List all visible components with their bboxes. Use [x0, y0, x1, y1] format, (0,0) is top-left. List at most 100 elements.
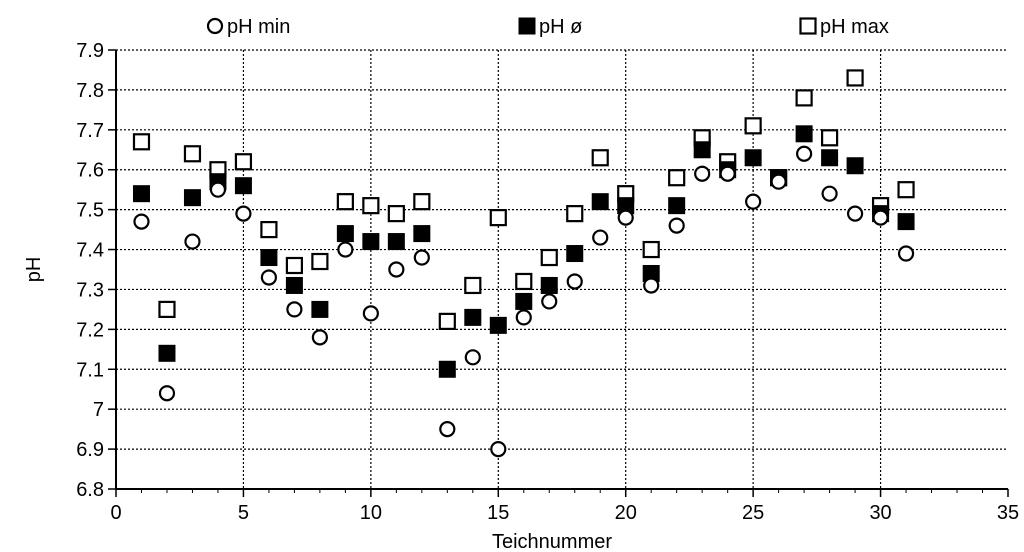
ph-mean-point [668, 197, 686, 215]
legend: pH min pH ø pH max [206, 16, 889, 38]
ph-min-point [694, 165, 711, 182]
y-tick-label: 7.3 [76, 279, 104, 301]
ph-mean-point [464, 308, 482, 326]
legend-marker-ph-max [799, 17, 817, 35]
data-marks [132, 69, 915, 458]
legend-item-ph-mean: pH ø [518, 16, 582, 38]
x-axis-title: Teichnummer [492, 531, 612, 552]
ph-min-point [821, 185, 838, 202]
ph-mean-point [234, 177, 252, 195]
ph-max-point [897, 181, 915, 199]
y-tick-label: 7.8 [76, 80, 104, 102]
legend-label-ph-min: pH min [227, 16, 290, 38]
x-tick-label: 5 [238, 502, 249, 524]
ph-mean-point [846, 157, 864, 175]
legend-marker-ph-mean [518, 17, 536, 35]
ph-mean-point [260, 249, 278, 267]
ph-min-point [566, 273, 583, 290]
y-tick-label: 7.5 [76, 200, 104, 222]
ph-max-point [413, 193, 431, 211]
ph-mean-point [362, 233, 380, 251]
ph-min-point [617, 209, 634, 226]
ph-max-point [260, 220, 278, 239]
ph-min-point [541, 293, 558, 310]
y-tick-label: 6.9 [76, 439, 104, 461]
ph-mean-point [183, 189, 201, 207]
ph-min-point [490, 440, 507, 458]
y-tick-label: 6.8 [76, 479, 104, 501]
ph-max-point [132, 133, 151, 151]
ph-max-point [464, 276, 482, 295]
ph-min-point [668, 217, 685, 234]
grid [116, 49, 1008, 489]
x-tick-label: 30 [869, 502, 891, 524]
ph-max-point [183, 145, 202, 163]
ph-mean-point [311, 300, 329, 318]
x-tick-label: 10 [360, 502, 382, 524]
ph-min-point [158, 385, 176, 402]
ph-min-point [846, 205, 864, 222]
ph-mean-point [821, 149, 839, 167]
y-tick-label: 7.7 [76, 120, 104, 142]
ph-max-point [668, 169, 686, 187]
legend-label-ph-mean: pH ø [539, 16, 582, 38]
ph-mean-point [897, 213, 915, 231]
ph-min-point [719, 165, 736, 182]
ph-min-point [337, 241, 354, 258]
y-tick-label: 7.9 [76, 40, 104, 62]
x-tick-label: 0 [110, 502, 121, 524]
legend-item-ph-min: pH min [206, 16, 290, 38]
ph-max-point [846, 69, 864, 87]
ph-mean-point [795, 125, 813, 143]
ph-min-point [235, 205, 252, 222]
ph-mean-point [158, 344, 176, 362]
ph-max-point [591, 149, 609, 167]
ph-mean-point [566, 245, 584, 263]
ph-mean-point [744, 149, 762, 167]
ph-max-point [234, 153, 253, 171]
y-tick-label: 7.2 [76, 319, 104, 341]
y-tick-label: 7.1 [76, 359, 104, 381]
y-tick-label: 7 [93, 399, 104, 421]
ph-mean-point [515, 292, 533, 310]
ph-min-point [439, 421, 456, 438]
ph-mean-point [132, 185, 150, 203]
ph-min-point [413, 249, 430, 266]
ph-max-point [387, 205, 405, 223]
ph-mean-point [540, 276, 558, 294]
ph-min-point [388, 261, 405, 278]
legend-item-ph-max: pH max [799, 16, 889, 38]
ph-min-point [745, 193, 762, 210]
ph-mean-point [336, 225, 354, 243]
ph-max-point [311, 252, 329, 271]
ph-max-point [438, 312, 456, 330]
ph-max-point [515, 272, 533, 291]
ph-max-point [566, 205, 584, 223]
ph-min-point [133, 213, 150, 230]
ph-max-point [489, 209, 507, 227]
ph-min-point [362, 305, 379, 322]
ph-max-point [642, 240, 660, 259]
ph-min-point [209, 181, 227, 198]
ph-min-point [796, 145, 813, 162]
y-tick-label: 7.6 [76, 160, 104, 182]
x-tick-label: 35 [997, 502, 1019, 524]
ph-min-point [897, 245, 915, 262]
ph-min-point [311, 329, 328, 346]
ph-max-point [744, 117, 762, 135]
ph-max-point [795, 89, 813, 107]
legend-label-ph-max: pH max [820, 16, 889, 38]
ph-min-point [592, 229, 609, 246]
y-axis-title: pH [23, 257, 45, 283]
ph-min-point [464, 349, 481, 366]
x-tick-label: 25 [742, 502, 764, 524]
ph-mean-point [693, 141, 711, 159]
ph-min-point [184, 233, 201, 250]
axes: 6.8 6.9 7 7.1 7.2 7.3 7.4 7.5 7.6 7.7 7.8 7.9 0 5 10 15… [76, 40, 1019, 524]
ph-min-point [872, 209, 889, 226]
ph-mean-point [387, 233, 405, 251]
ph-mean-point [489, 316, 507, 334]
ph-max-point [540, 248, 558, 267]
ph-mean-point [591, 193, 609, 211]
